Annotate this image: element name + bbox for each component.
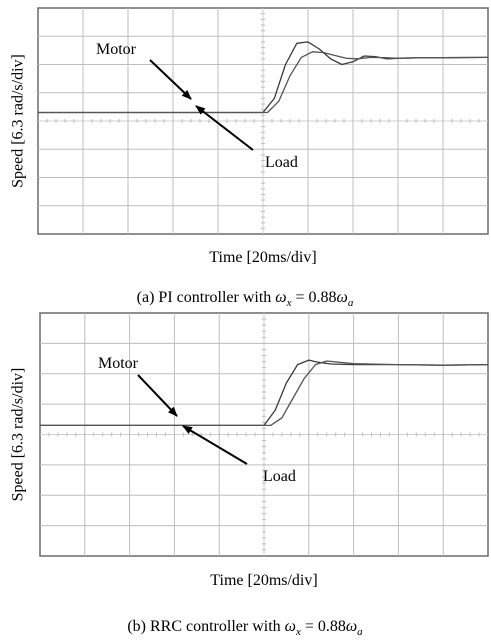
annotation-motor-arrow xyxy=(137,374,178,417)
chart-panel-a: Motor Load Speed [6.3 rad/s/div] Time [20ms… xyxy=(10,7,489,309)
chart-a-svg: Motor Load Speed [6.3 rad/s/div] Time [20ms… xyxy=(10,7,489,309)
annotation-load: Load xyxy=(265,154,298,171)
x-axis-label: Time [20ms/div] xyxy=(209,249,316,266)
chart-panel-b: Motor Load Speed [6.3 rad/s/div] Time [20ms… xyxy=(0,308,491,640)
y-axis-label: Speed [6.3 rad/s/div] xyxy=(10,368,27,502)
annotation-load: Load xyxy=(263,468,296,485)
chart-b-plot: Motor Load xyxy=(39,312,489,557)
chart-b-svg: Motor Load Speed [6.3 rad/s/div] Time [20ms… xyxy=(10,312,489,638)
x-axis-label: Time [20ms/div] xyxy=(210,572,317,589)
y-axis-label: Speed [6.3 rad/s/div] xyxy=(10,54,27,188)
chart-a-plot: Motor Load xyxy=(37,7,489,235)
figure-caption: (a) PI controller with ωx = 0.88ωa xyxy=(137,289,354,309)
annotation-motor-arrow xyxy=(149,59,192,100)
figure-caption: (b) RRC controller with ωx = 0.88ωa xyxy=(127,618,363,638)
annotation-load-arrow xyxy=(195,105,254,151)
annotation-load-arrow xyxy=(182,425,248,465)
annotation-motor: Motor xyxy=(98,355,139,372)
series-line-load xyxy=(38,51,489,114)
annotation-motor: Motor xyxy=(96,41,137,58)
series-line-load xyxy=(40,360,489,427)
